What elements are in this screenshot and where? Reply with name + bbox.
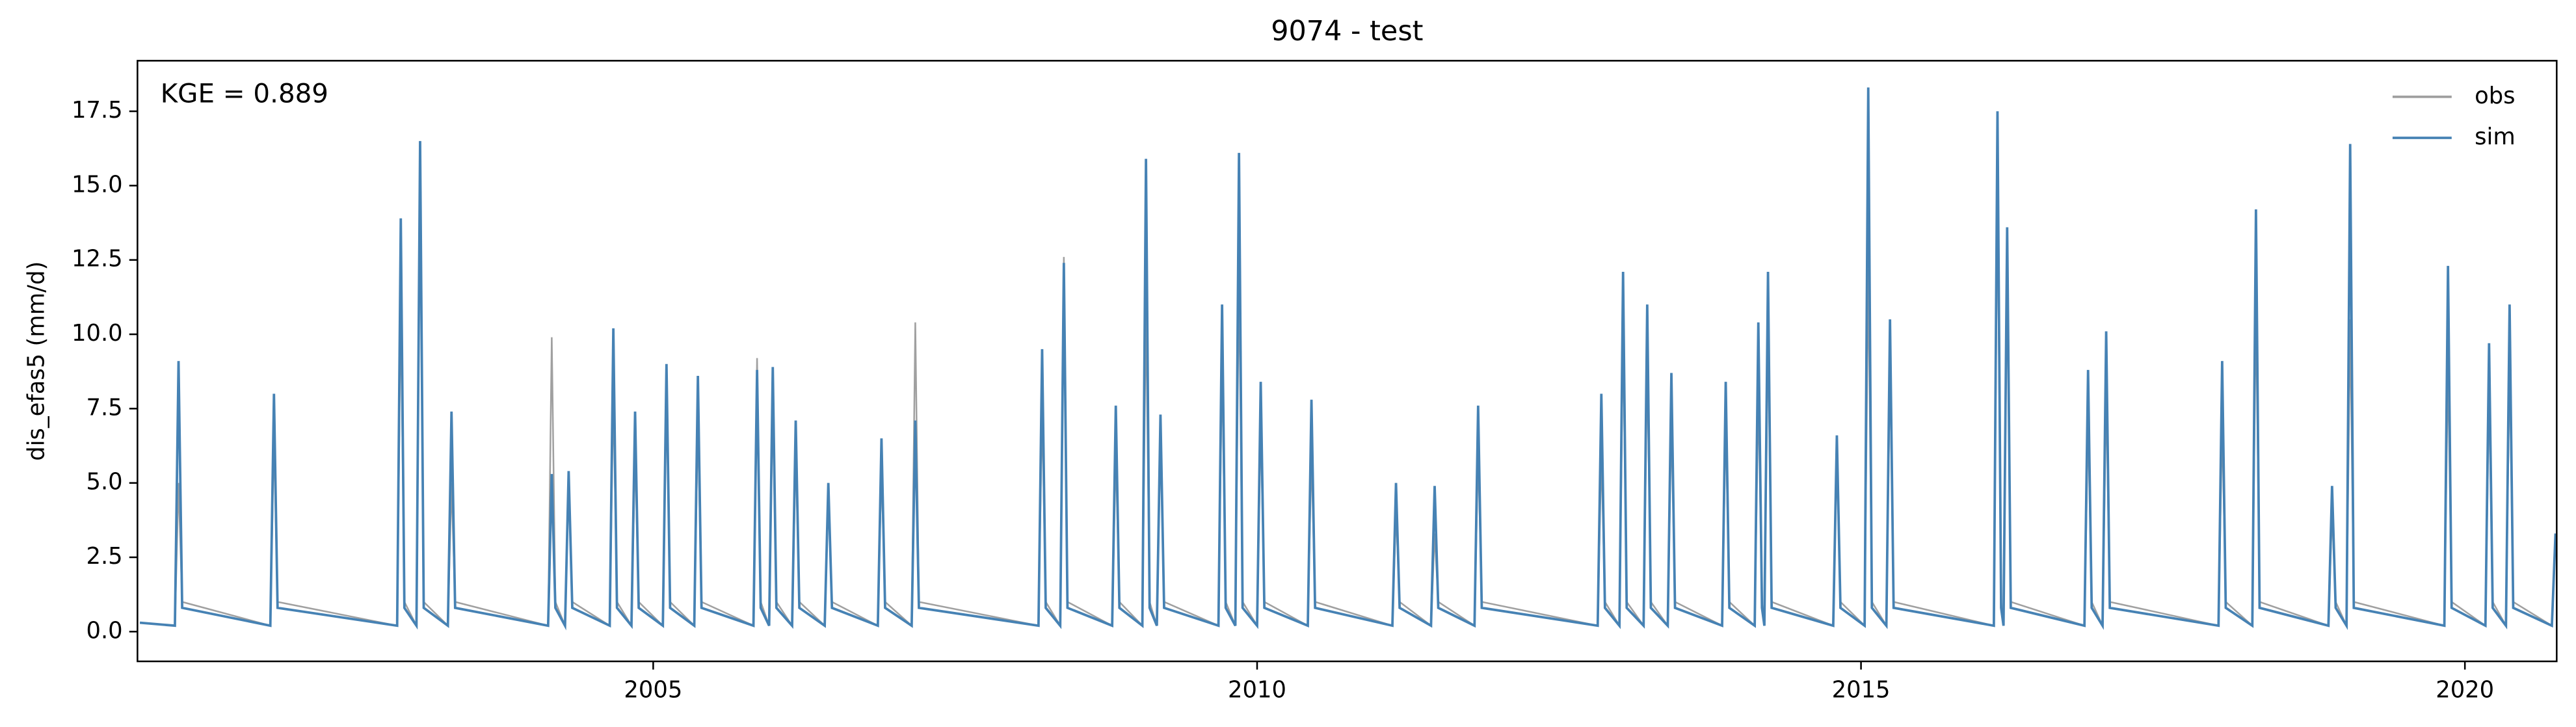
legend-label: sim xyxy=(2475,124,2516,150)
x-tick-label: 2020 xyxy=(2436,676,2494,703)
y-tick-label: 2.5 xyxy=(86,543,122,570)
x-tick-label: 2010 xyxy=(1228,676,1286,703)
chart-title: 9074 - test xyxy=(1271,15,1423,47)
series-line xyxy=(139,87,2557,631)
y-tick-label: 0.0 xyxy=(86,617,122,644)
series-line xyxy=(139,179,2556,629)
y-axis-label: dis_efas5 (mm/d) xyxy=(23,261,49,461)
x-tick-label: 2005 xyxy=(624,676,682,703)
plot-frame xyxy=(137,60,2558,663)
y-tick-label: 5.0 xyxy=(86,469,122,496)
y-tick-label: 12.5 xyxy=(72,246,123,272)
y-tick-label: 10.0 xyxy=(72,320,123,347)
x-tick-label: 2015 xyxy=(1832,676,1891,703)
y-tick-label: 17.5 xyxy=(72,97,123,124)
y-tick-label: 7.5 xyxy=(86,394,122,421)
legend-label: obs xyxy=(2475,83,2515,109)
annotation: KGE = 0.889 xyxy=(161,78,328,109)
y-tick-label: 15.0 xyxy=(72,171,123,198)
